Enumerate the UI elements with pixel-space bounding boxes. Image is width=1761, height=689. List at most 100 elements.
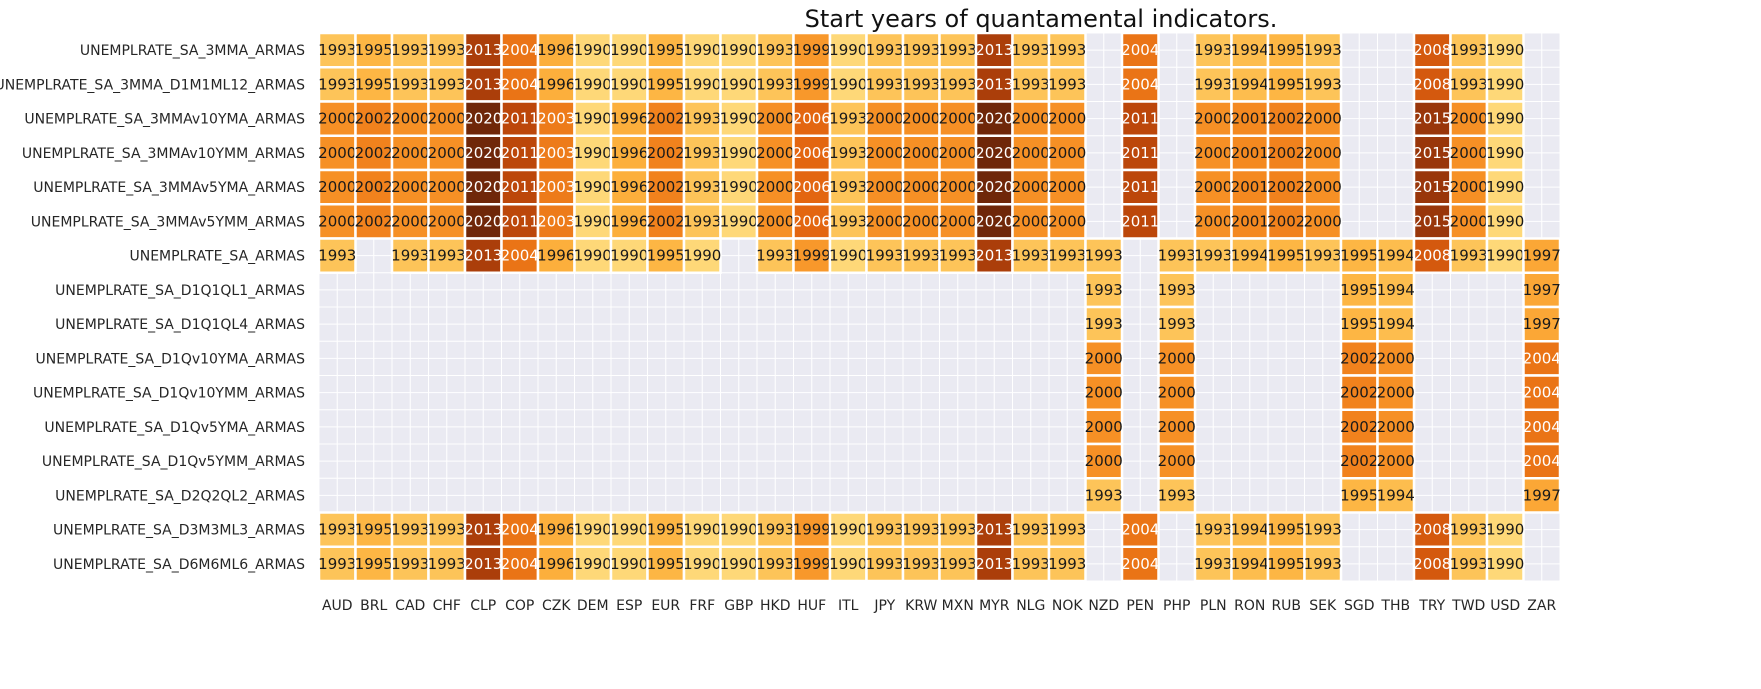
heatmap-cell xyxy=(828,511,868,548)
heatmap-cell xyxy=(354,31,394,69)
cell-value-label: 1993 xyxy=(428,75,466,93)
cell-value-label: 2001 xyxy=(1231,178,1269,196)
heatmap-cell xyxy=(1047,545,1087,583)
heatmap-cell xyxy=(1193,237,1233,274)
cell-value-label: 1993 xyxy=(1048,555,1086,573)
heatmap-cell xyxy=(901,134,941,172)
cell-value-label: 2000 xyxy=(318,144,356,162)
cell-value-label: 2002 xyxy=(647,212,685,230)
cell-value-label: 1995 xyxy=(1340,486,1378,504)
cell-value-label: 1993 xyxy=(756,75,794,93)
cell-value-label: 1993 xyxy=(1085,281,1123,299)
cell-value-label: 2011 xyxy=(501,178,539,196)
cell-value-label: 1990 xyxy=(1486,110,1524,128)
cell-value-label: 2015 xyxy=(1413,178,1451,196)
heatmap-cell xyxy=(828,134,868,172)
cell-value-label: 2020 xyxy=(464,178,502,196)
cell-value-label: 2008 xyxy=(1413,555,1451,573)
cell-value-label: 1993 xyxy=(1158,247,1196,265)
cell-value-label: 2013 xyxy=(464,555,502,573)
cell-value-label: 1994 xyxy=(1231,41,1269,59)
cell-value-label: 1995 xyxy=(1267,41,1305,59)
heatmap-cell xyxy=(828,168,868,206)
column-label: DEM xyxy=(577,598,609,614)
heatmap-cell xyxy=(1412,511,1452,548)
heatmap-cell xyxy=(1339,442,1379,480)
cell-value-label: 1990 xyxy=(574,521,612,539)
cell-value-label: 1990 xyxy=(1486,41,1524,59)
cell-value-label: 1993 xyxy=(1450,555,1488,573)
cell-value-label: 1993 xyxy=(1194,555,1232,573)
cell-value-label: 1997 xyxy=(1523,315,1561,333)
cell-value-label: 2006 xyxy=(793,178,831,196)
cell-value-label: 2004 xyxy=(1121,75,1159,93)
column-label: COP xyxy=(505,598,534,614)
cell-value-label: 1995 xyxy=(1267,521,1305,539)
heatmap-cell xyxy=(1449,511,1489,548)
cell-value-label: 1993 xyxy=(318,521,356,539)
cell-value-label: 1993 xyxy=(902,247,940,265)
column-label: MXN xyxy=(942,598,974,614)
column-label: PLN xyxy=(1200,598,1227,614)
cell-value-label: 1993 xyxy=(1158,486,1196,504)
heatmap-cell xyxy=(938,237,978,274)
heatmap-cell xyxy=(682,134,722,172)
cell-value-label: 1995 xyxy=(647,247,685,265)
heatmap-cell xyxy=(317,66,357,103)
cell-value-label: 1993 xyxy=(391,247,429,265)
heatmap-cell xyxy=(792,203,832,240)
heatmap-cell xyxy=(500,545,540,583)
cell-value-label: 2020 xyxy=(975,144,1013,162)
cell-value-label: 1995 xyxy=(1340,315,1378,333)
cell-value-label: 1990 xyxy=(610,41,648,59)
row-label: UNEMPLRATE_SA_ARMAS xyxy=(129,249,305,265)
cell-value-label: 2000 xyxy=(1304,178,1342,196)
cell-value-label: 2000 xyxy=(428,110,466,128)
heatmap-cell xyxy=(427,545,467,583)
cell-value-label: 1993 xyxy=(391,41,429,59)
cell-value-label: 1993 xyxy=(829,110,867,128)
heatmap-cell xyxy=(719,203,759,240)
cell-value-label: 2008 xyxy=(1413,247,1451,265)
column-label: EUR xyxy=(651,598,680,614)
column-label: ESP xyxy=(616,598,642,614)
heatmap-cell xyxy=(1485,31,1525,69)
cell-value-label: 1993 xyxy=(939,521,977,539)
cell-value-label: 1993 xyxy=(1012,555,1050,573)
column-label: KRW xyxy=(905,598,937,614)
cell-value-label: 1996 xyxy=(537,555,575,573)
cell-value-label: 2000 xyxy=(1048,110,1086,128)
cell-value-label: 1995 xyxy=(647,521,685,539)
cell-value-label: 1996 xyxy=(610,212,648,230)
cell-value-label: 1990 xyxy=(574,75,612,93)
row-label: UNEMPLRATE_SA_D1Qv10YMM_ARMAS xyxy=(33,386,305,402)
cell-value-label: 2020 xyxy=(975,110,1013,128)
cell-value-label: 2015 xyxy=(1413,110,1451,128)
cell-value-label: 1990 xyxy=(720,75,758,93)
column-label: CZK xyxy=(542,598,571,614)
cell-value-label: 2008 xyxy=(1413,75,1451,93)
heatmap-cell xyxy=(354,100,394,137)
row-label: UNEMPLRATE_SA_D1Qv5YMM_ARMAS xyxy=(42,454,305,470)
cell-value-label: 1993 xyxy=(1012,247,1050,265)
cell-value-label: 2011 xyxy=(501,144,539,162)
cell-value-label: 1993 xyxy=(1304,75,1342,93)
cell-value-label: 2002 xyxy=(1267,110,1305,128)
heatmap-cell xyxy=(1047,168,1087,206)
heatmap-cell xyxy=(1449,237,1489,274)
cell-value-label: 1993 xyxy=(1158,315,1196,333)
cell-value-label: 1990 xyxy=(574,212,612,230)
cell-value-label: 2020 xyxy=(464,144,502,162)
cell-value-label: 2000 xyxy=(1085,349,1123,367)
cell-value-label: 1993 xyxy=(866,521,904,539)
row-label: UNEMPLRATE_SA_3MMA_ARMAS xyxy=(80,43,305,59)
column-label: PHP xyxy=(1163,598,1190,614)
heatmap-cell xyxy=(1376,374,1416,411)
heatmap-cell xyxy=(755,237,795,274)
heatmap-cell xyxy=(938,100,978,137)
heatmap-cell xyxy=(536,545,576,583)
cell-value-label: 1993 xyxy=(1012,521,1050,539)
heatmap-cell xyxy=(755,545,795,583)
heatmap-cell xyxy=(573,237,613,274)
cell-value-label: 2000 xyxy=(756,178,794,196)
